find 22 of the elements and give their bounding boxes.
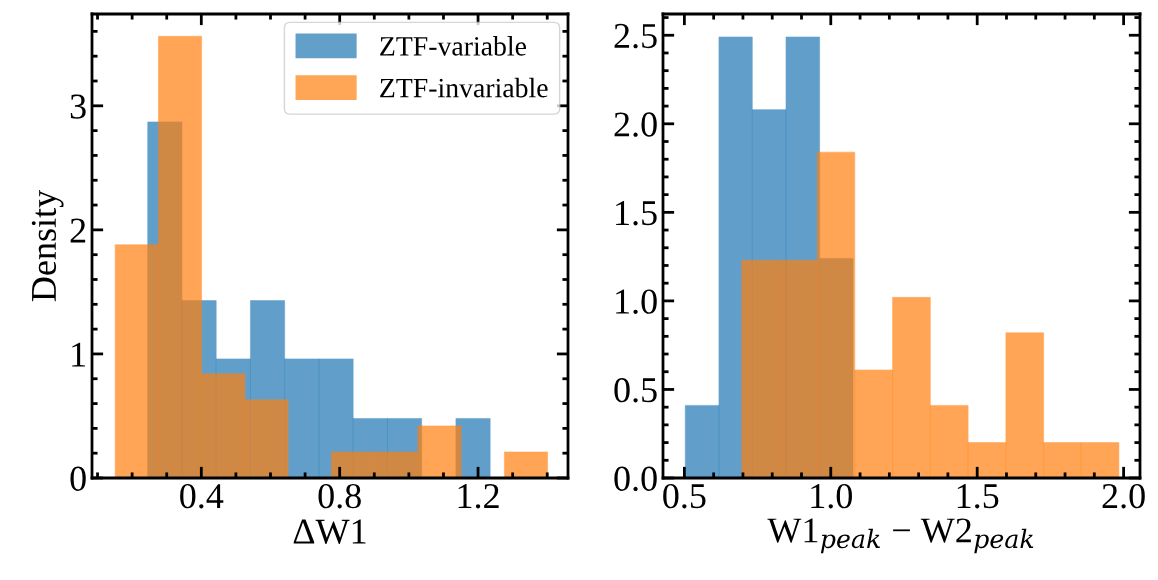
x-tick-label: 0.4 [180, 483, 224, 509]
x-axis-title: ΔW1 [293, 519, 366, 544]
legend-label: ZTF-variable [380, 36, 526, 56]
y-tick-label: 1.0 [616, 289, 657, 314]
y-tick-label: 2.0 [614, 112, 657, 137]
x-tick-label: 1.5 [957, 484, 999, 509]
x-axis-title: W1$_{peak}$ − W2$_{peak}$ [767, 518, 1034, 554]
y-tick-label: 0.0 [614, 466, 657, 492]
x-tick-label: 0.8 [318, 483, 361, 509]
y-axis-title: Density [31, 189, 64, 302]
y-tick-label: 2.5 [614, 23, 657, 49]
x-tick-label: 1.0 [811, 483, 852, 509]
y-tick-label: 3 [70, 94, 86, 119]
x-tick-label: 2.0 [1102, 483, 1145, 509]
y-tick-label: 0 [70, 466, 86, 491]
y-tick-label: 1.5 [616, 201, 657, 226]
y-tick-label: 0.5 [614, 377, 657, 403]
x-tick-label: 0.5 [663, 483, 706, 509]
y-tick-label: 1 [72, 342, 85, 367]
y-tick-label: 2 [70, 218, 86, 243]
legend-label: ZTF-invariable [380, 77, 548, 98]
x-tick-label: 1.2 [458, 484, 499, 509]
